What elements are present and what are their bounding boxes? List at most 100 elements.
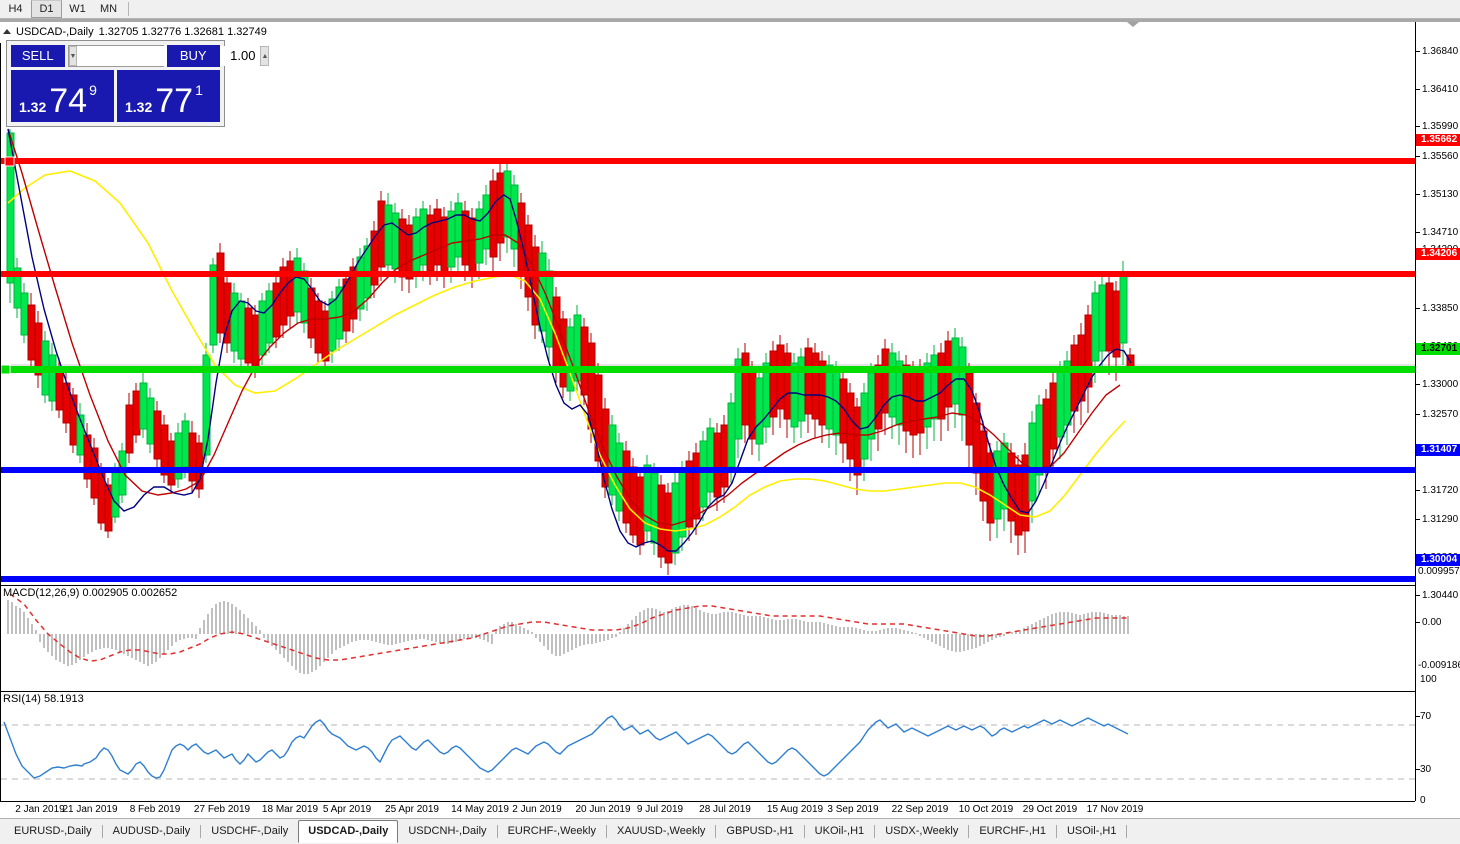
price-tick: 1.35990 (1416, 121, 1460, 133)
chart-tab-ukoil-h1[interactable]: UKOil-,H1 (814, 825, 865, 837)
sell-price-block[interactable]: 1.32 74 9 (11, 70, 114, 122)
horizontal-level-lines (1, 158, 1415, 582)
resistance-line-134206 (1, 271, 1415, 277)
buy-price-block[interactable]: 1.32 77 1 (117, 70, 220, 122)
price-pane[interactable] (0, 43, 1415, 585)
price-tick-label: 1.34710 (1422, 227, 1459, 238)
chart-tab-usdcnh-daily[interactable]: USDCNH-,Daily (408, 825, 487, 837)
rsi-tick: 0 (1416, 795, 1460, 807)
chart-tab-usdx-weekly[interactable]: USDX-,Weekly (885, 825, 959, 837)
volume-increment-icon[interactable]: ▲ (260, 46, 270, 66)
tab-divider (874, 825, 876, 838)
time-tick: 27 Feb 2019 (193, 804, 251, 815)
rsi-chart-svg (0, 692, 1415, 817)
chart-tab-gbpusd-h1[interactable]: GBPUSD-,H1 (726, 825, 794, 837)
price-tick-label: 1.31720 (1422, 485, 1459, 496)
time-tick: 17 Nov 2019 (1086, 804, 1144, 815)
volume-decrement-icon[interactable]: ▼ (68, 46, 78, 66)
time-tick: 20 Jun 2019 (575, 804, 631, 815)
timeframe-button-mn[interactable]: MN (93, 0, 124, 18)
macd-histogram (7, 600, 1129, 674)
price-chart-svg (0, 43, 1415, 585)
rsi-indicator-label: RSI(14) 58.1913 (3, 693, 84, 705)
time-tick: 2 Jun 2019 (512, 804, 562, 815)
chart-tab-usdcad-daily[interactable]: USDCAD-,Daily (298, 820, 399, 843)
price-tick-label: 1.33000 (1422, 379, 1459, 390)
macd-pane[interactable]: MACD(12,26,9) 0.002905 0.002652 (0, 585, 1415, 691)
time-tick: 2 Jan 2019 (15, 804, 65, 815)
timeframe-button-w1[interactable]: W1 (62, 0, 93, 18)
macd-tick-label: 0.00 (1422, 617, 1442, 628)
price-tick: 1.33000 (1416, 379, 1460, 391)
one-click-trading-panel[interactable]: SELL ▼ ▲ BUY 1.32 74 9 1.32 77 1 (6, 40, 270, 127)
price-badge-support-2: 1.30004 (1416, 554, 1460, 566)
rsi-pane[interactable]: RSI(14) 58.1913 (0, 691, 1415, 817)
buy-price-fraction: 1 (195, 82, 203, 98)
timeframe-button-d1[interactable]: D1 (31, 0, 62, 18)
price-badge-current-price: 1.32701 (1416, 343, 1460, 355)
price-tick-label: 1.35560 (1422, 151, 1459, 162)
price-tick: 1.33850 (1416, 303, 1460, 315)
rsi-tick: 30 (1416, 764, 1460, 776)
chart-tab-usdchf-daily[interactable]: USDCHF-,Daily (211, 825, 289, 837)
oct-price-row: 1.32 74 9 1.32 77 1 (7, 68, 224, 126)
rsi-tick-label: 30 (1420, 764, 1432, 775)
ma-slow-line (7, 170, 1126, 532)
rsi-tick: 100 (1416, 674, 1460, 686)
buy-button[interactable]: BUY (166, 45, 220, 67)
time-tick: 25 Apr 2019 (385, 804, 439, 815)
timeframe-toolbar: H4 D1 W1 MN (0, 0, 1460, 19)
chart-ohlc-values: 1.32705 1.32776 1.32681 1.32749 (98, 25, 267, 38)
resistance-line-135662 (1, 158, 1415, 164)
oct-top-row: SELL ▼ ▲ BUY (7, 41, 270, 68)
sell-price-main: 74 (49, 82, 88, 120)
rsi-line (3, 715, 1129, 779)
time-tick: 5 Apr 2019 (322, 804, 372, 815)
tab-divider (605, 825, 607, 838)
chart-frame: USDCAD-,Daily 1.32705 1.32776 1.32681 1.… (0, 19, 1460, 818)
time-tick: 3 Sep 2019 (827, 804, 879, 815)
time-tick: 10 Oct 2019 (958, 804, 1014, 815)
tab-divider (200, 825, 202, 838)
tab-divider (1055, 825, 1057, 838)
support-line-131407 (1, 467, 1415, 473)
time-tick: 8 Feb 2019 (129, 804, 181, 815)
price-tick: 1.36410 (1416, 84, 1460, 96)
price-tick: 1.31720 (1416, 485, 1460, 497)
chart-symbol-label: USDCAD-,Daily (16, 25, 94, 38)
price-tick-label: 1.36410 (1422, 84, 1459, 95)
macd-signal-line (9, 593, 1130, 662)
sell-button[interactable]: SELL (11, 45, 65, 67)
chart-tab-audusd-daily[interactable]: AUDUSD-,Daily (112, 825, 191, 837)
time-tick: 21 Jan 2019 (62, 804, 118, 815)
chart-header: USDCAD-,Daily 1.32705 1.32776 1.32681 1.… (0, 24, 1415, 39)
price-tick-label: 1.36840 (1422, 46, 1459, 57)
chart-split-handle-icon[interactable] (1127, 22, 1139, 27)
level-anchor-132701 (0, 364, 11, 375)
price-badge-support-1: 1.31407 (1416, 444, 1460, 456)
macd-tick-label: -0.009186 (1418, 660, 1460, 671)
time-axis: 2 Jan 2019 21 Jan 2019 8 Feb 2019 27 Feb… (0, 801, 1415, 818)
chart-tab-eurchf-h1[interactable]: EURCHF-,H1 (979, 825, 1046, 837)
volume-stepper[interactable]: ▼ ▲ (67, 45, 270, 67)
chart-tab-eurchf-weekly[interactable]: EURCHF-,Weekly (507, 825, 596, 837)
price-tick-label: 1.35990 (1422, 121, 1459, 132)
price-scale[interactable]: 1.36840 1.36410 1.35990 1.35560 1.35130 … (1415, 22, 1460, 806)
tab-divider (715, 825, 717, 838)
rsi-tick-label: 70 (1420, 711, 1432, 722)
chart-top-border (0, 19, 1460, 22)
ma-fast-line (7, 128, 1132, 552)
chart-tab-xauusd-weekly[interactable]: XAUUSD-,Weekly (616, 825, 706, 837)
sell-price-prefix: 1.32 (19, 99, 47, 115)
chart-tab-bar: EURUSD-,Daily AUDUSD-,Daily USDCHF-,Dail… (0, 818, 1460, 844)
chart-tab-usoil-h1[interactable]: USOil-,H1 (1066, 825, 1117, 837)
buy-price-main: 77 (155, 82, 194, 120)
price-tick: 1.35130 (1416, 189, 1460, 201)
chart-expand-triangle-icon[interactable] (3, 29, 11, 34)
price-tick: 1.32570 (1416, 409, 1460, 421)
macd-tick: -0.009186 (1416, 660, 1460, 672)
timeframe-button-h4[interactable]: H4 (0, 0, 31, 18)
sell-price-fraction: 9 (89, 82, 97, 98)
macd-tick-label: 0.009957 (1418, 566, 1460, 577)
chart-tab-eurusd-daily[interactable]: EURUSD-,Daily (14, 825, 92, 837)
